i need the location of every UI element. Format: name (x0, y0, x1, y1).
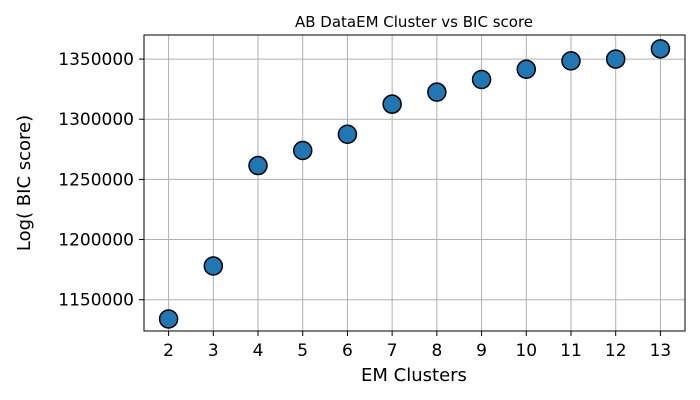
data-point (382, 94, 402, 114)
x-tick-label: 12 (605, 341, 627, 361)
x-tick-label: 7 (387, 341, 398, 361)
x-tick-label: 4 (253, 341, 264, 361)
data-point (561, 51, 581, 71)
data-point (605, 49, 626, 69)
x-tick-label: 6 (342, 341, 353, 361)
grid-layer (144, 35, 685, 331)
data-point (337, 124, 358, 145)
data-point (158, 309, 179, 329)
x-tick-label: 10 (515, 341, 537, 361)
x-tick-label: 2 (163, 341, 174, 361)
plot-frame (143, 34, 686, 332)
y-tick-label: 1150000 (58, 291, 134, 311)
data-point (471, 69, 492, 90)
y-tick-label: 1300000 (58, 110, 134, 130)
x-tick-label: 8 (431, 341, 442, 361)
x-tick-label: 13 (650, 341, 672, 361)
y-axis-title: Log( BIC score) (14, 115, 35, 251)
y-tick-label: 1350000 (58, 50, 134, 70)
x-tick-label: 3 (208, 341, 219, 361)
y-tick-label: 1250000 (58, 170, 134, 190)
data-point (248, 155, 268, 176)
data-point (427, 82, 447, 102)
data-point (292, 140, 313, 161)
x-tick-label: 5 (297, 341, 308, 361)
x-tick-label: 9 (476, 341, 487, 361)
data-point (650, 39, 671, 59)
ticks-layer: 2 3 4 5 6 7 8 9 10 11 12 13 1150000 1200000 1250000 130… (58, 50, 671, 361)
x-tick-label: 11 (560, 341, 582, 361)
points-layer (158, 39, 671, 329)
data-point (203, 256, 224, 276)
chart-title: AB DataEM Cluster vs BIC score (295, 13, 533, 31)
data-point (516, 59, 537, 80)
y-tick-label: 1200000 (58, 231, 134, 251)
x-axis-title: EM Clusters (361, 365, 467, 386)
